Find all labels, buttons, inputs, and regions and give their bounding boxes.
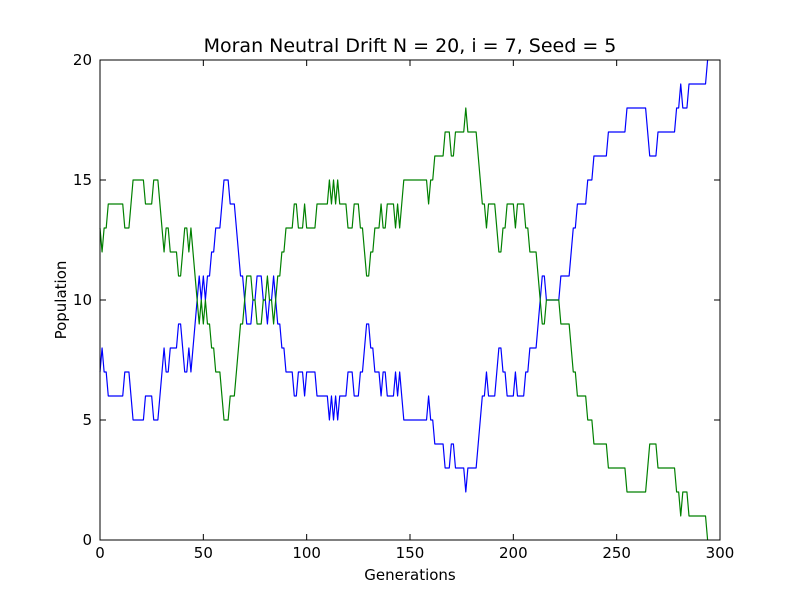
x-tick-label: 250	[602, 544, 631, 562]
y-tick-label: 0	[82, 531, 92, 549]
y-tick-label: 20	[73, 51, 92, 69]
lines-layer	[99, 59, 709, 541]
y-tick-label: 10	[73, 291, 92, 309]
y-tick-label: 15	[73, 171, 92, 189]
x-axis-label: Generations	[364, 566, 456, 584]
x-tick-label: 150	[396, 544, 425, 562]
x-tick-label: 300	[706, 544, 735, 562]
chart-title: Moran Neutral Drift N = 20, i = 7, Seed …	[204, 35, 617, 57]
x-tick-label: 100	[292, 544, 321, 562]
x-tick-label: 50	[194, 544, 213, 562]
series-line-2	[99, 107, 709, 541]
y-tick-label: 5	[82, 411, 92, 429]
x-tick-label: 200	[499, 544, 528, 562]
ticks-layer: 0 50 100 150 200 250 300 0 5 10 15 20	[73, 51, 734, 562]
plot-area: 0 50 100 150 200 250 300 0 5 10 15 20	[73, 51, 734, 562]
x-tick-label: 0	[95, 544, 105, 562]
y-axis-label: Population	[52, 261, 70, 340]
